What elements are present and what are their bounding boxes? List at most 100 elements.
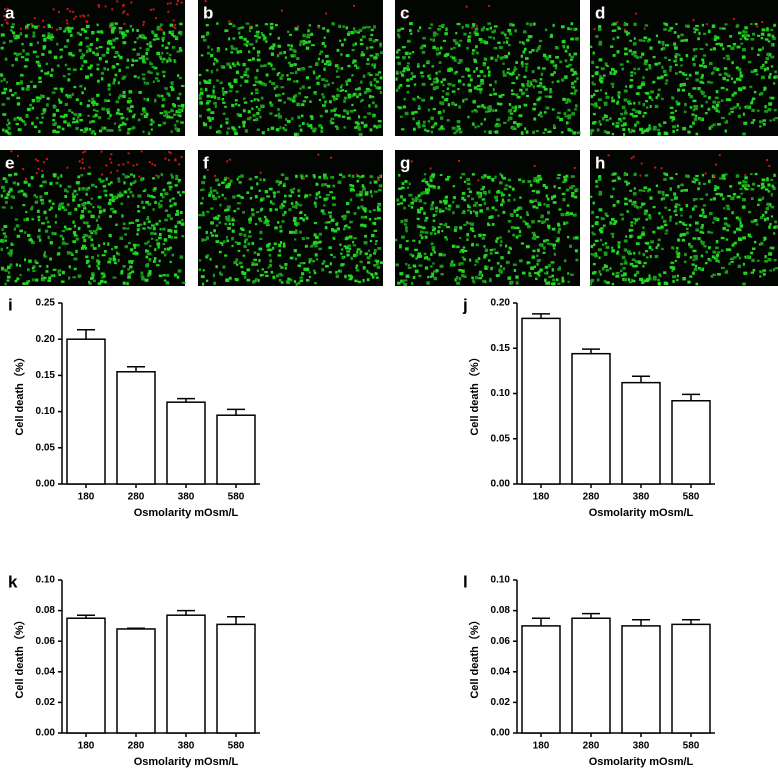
cell-dot	[533, 199, 538, 203]
cell-dot	[504, 55, 509, 59]
cell-dot	[24, 34, 28, 38]
cell-dot	[426, 188, 431, 192]
cell-dot	[326, 184, 331, 188]
cell-dot	[73, 257, 78, 261]
cell-dot	[467, 36, 471, 39]
cell-dot	[611, 249, 616, 253]
cell-dot	[112, 255, 116, 259]
cell-dot	[118, 30, 123, 34]
cell-dot	[377, 86, 382, 90]
cell-dot	[663, 131, 668, 135]
cell-dot	[416, 217, 420, 220]
cell-dot	[547, 197, 550, 201]
cell-dot	[310, 126, 313, 130]
cell-dot	[176, 96, 180, 100]
cell-dot	[462, 99, 465, 103]
cell-dot	[557, 227, 562, 231]
cell-dot	[451, 126, 456, 130]
cell-dot	[739, 224, 744, 228]
cell-dot	[103, 242, 106, 245]
cell-dot	[233, 209, 237, 213]
cell-dot	[760, 66, 764, 70]
cell-dot	[47, 235, 50, 240]
cell-dot	[122, 264, 126, 268]
cell-dot	[521, 64, 524, 68]
cell-dot	[75, 120, 79, 123]
cell-dot	[624, 180, 628, 183]
cell-dot	[733, 241, 737, 245]
cell-dot	[286, 78, 291, 81]
cell-dot	[47, 34, 51, 38]
cell-dot	[456, 125, 461, 128]
cell-dot	[664, 23, 668, 26]
dead-cell-dot	[732, 17, 735, 20]
cell-dot	[454, 103, 458, 107]
cell-dot	[241, 26, 245, 29]
cell-dot	[367, 249, 370, 252]
cell-dot	[430, 130, 434, 134]
cell-dot	[327, 221, 331, 224]
cell-dot	[520, 131, 524, 135]
cell-dot	[501, 93, 505, 96]
cell-dot	[501, 198, 505, 202]
cell-dot	[7, 118, 10, 122]
cell-dot	[281, 220, 285, 223]
cell-dot	[642, 226, 645, 230]
panel-label: j	[462, 295, 468, 314]
cell-dot	[548, 54, 552, 59]
cell-dot	[110, 29, 115, 32]
cell-dot	[424, 266, 429, 270]
cell-dot	[253, 98, 256, 101]
cell-dot	[42, 108, 47, 112]
cell-dot	[363, 91, 367, 94]
cell-dot	[335, 70, 339, 73]
bar	[116, 628, 156, 734]
cell-dot	[336, 94, 340, 98]
cell-dot	[374, 84, 377, 87]
cell-dot	[493, 29, 496, 33]
cell-dot	[664, 206, 668, 209]
cell-dot	[558, 266, 561, 269]
cell-dot	[458, 277, 462, 281]
cell-dot	[693, 177, 696, 180]
cell-dot	[11, 64, 15, 67]
micrograph: f	[198, 150, 384, 286]
cell-dot	[398, 106, 402, 110]
cell-dot	[725, 269, 728, 273]
cell-dot	[232, 37, 236, 40]
cell-dot	[675, 23, 678, 26]
cell-dot	[676, 278, 679, 282]
cell-dot	[438, 61, 442, 64]
cell-dot	[152, 226, 156, 231]
cell-dot	[524, 62, 529, 65]
dead-cell-dot	[635, 12, 638, 15]
cell-dot	[429, 176, 433, 179]
cell-dot	[376, 265, 381, 269]
cell-dot	[420, 206, 424, 211]
cell-dot	[166, 247, 171, 251]
cell-dot	[702, 204, 707, 207]
cell-dot	[107, 83, 111, 86]
cell-dot	[318, 240, 322, 244]
cell-dot	[309, 115, 314, 118]
cell-dot	[424, 180, 429, 184]
cell-dot	[165, 281, 170, 285]
cell-dot	[598, 42, 603, 46]
cell-dot	[719, 27, 724, 30]
cell-dot	[613, 29, 617, 32]
cell-dot	[158, 219, 161, 223]
dead-cell-dot	[718, 154, 721, 157]
cell-dot	[685, 77, 689, 81]
cell-dot	[553, 71, 556, 74]
cell-dot	[370, 95, 375, 98]
cell-dot	[85, 49, 89, 54]
cell-dot	[259, 237, 263, 240]
cell-dot	[532, 249, 536, 253]
cell-dot	[57, 176, 60, 180]
dead-cell-dot	[6, 7, 9, 10]
micrograph: c	[395, 0, 581, 136]
cell-dot	[556, 176, 561, 180]
cell-dot	[337, 114, 341, 118]
cell-dot	[58, 202, 63, 206]
